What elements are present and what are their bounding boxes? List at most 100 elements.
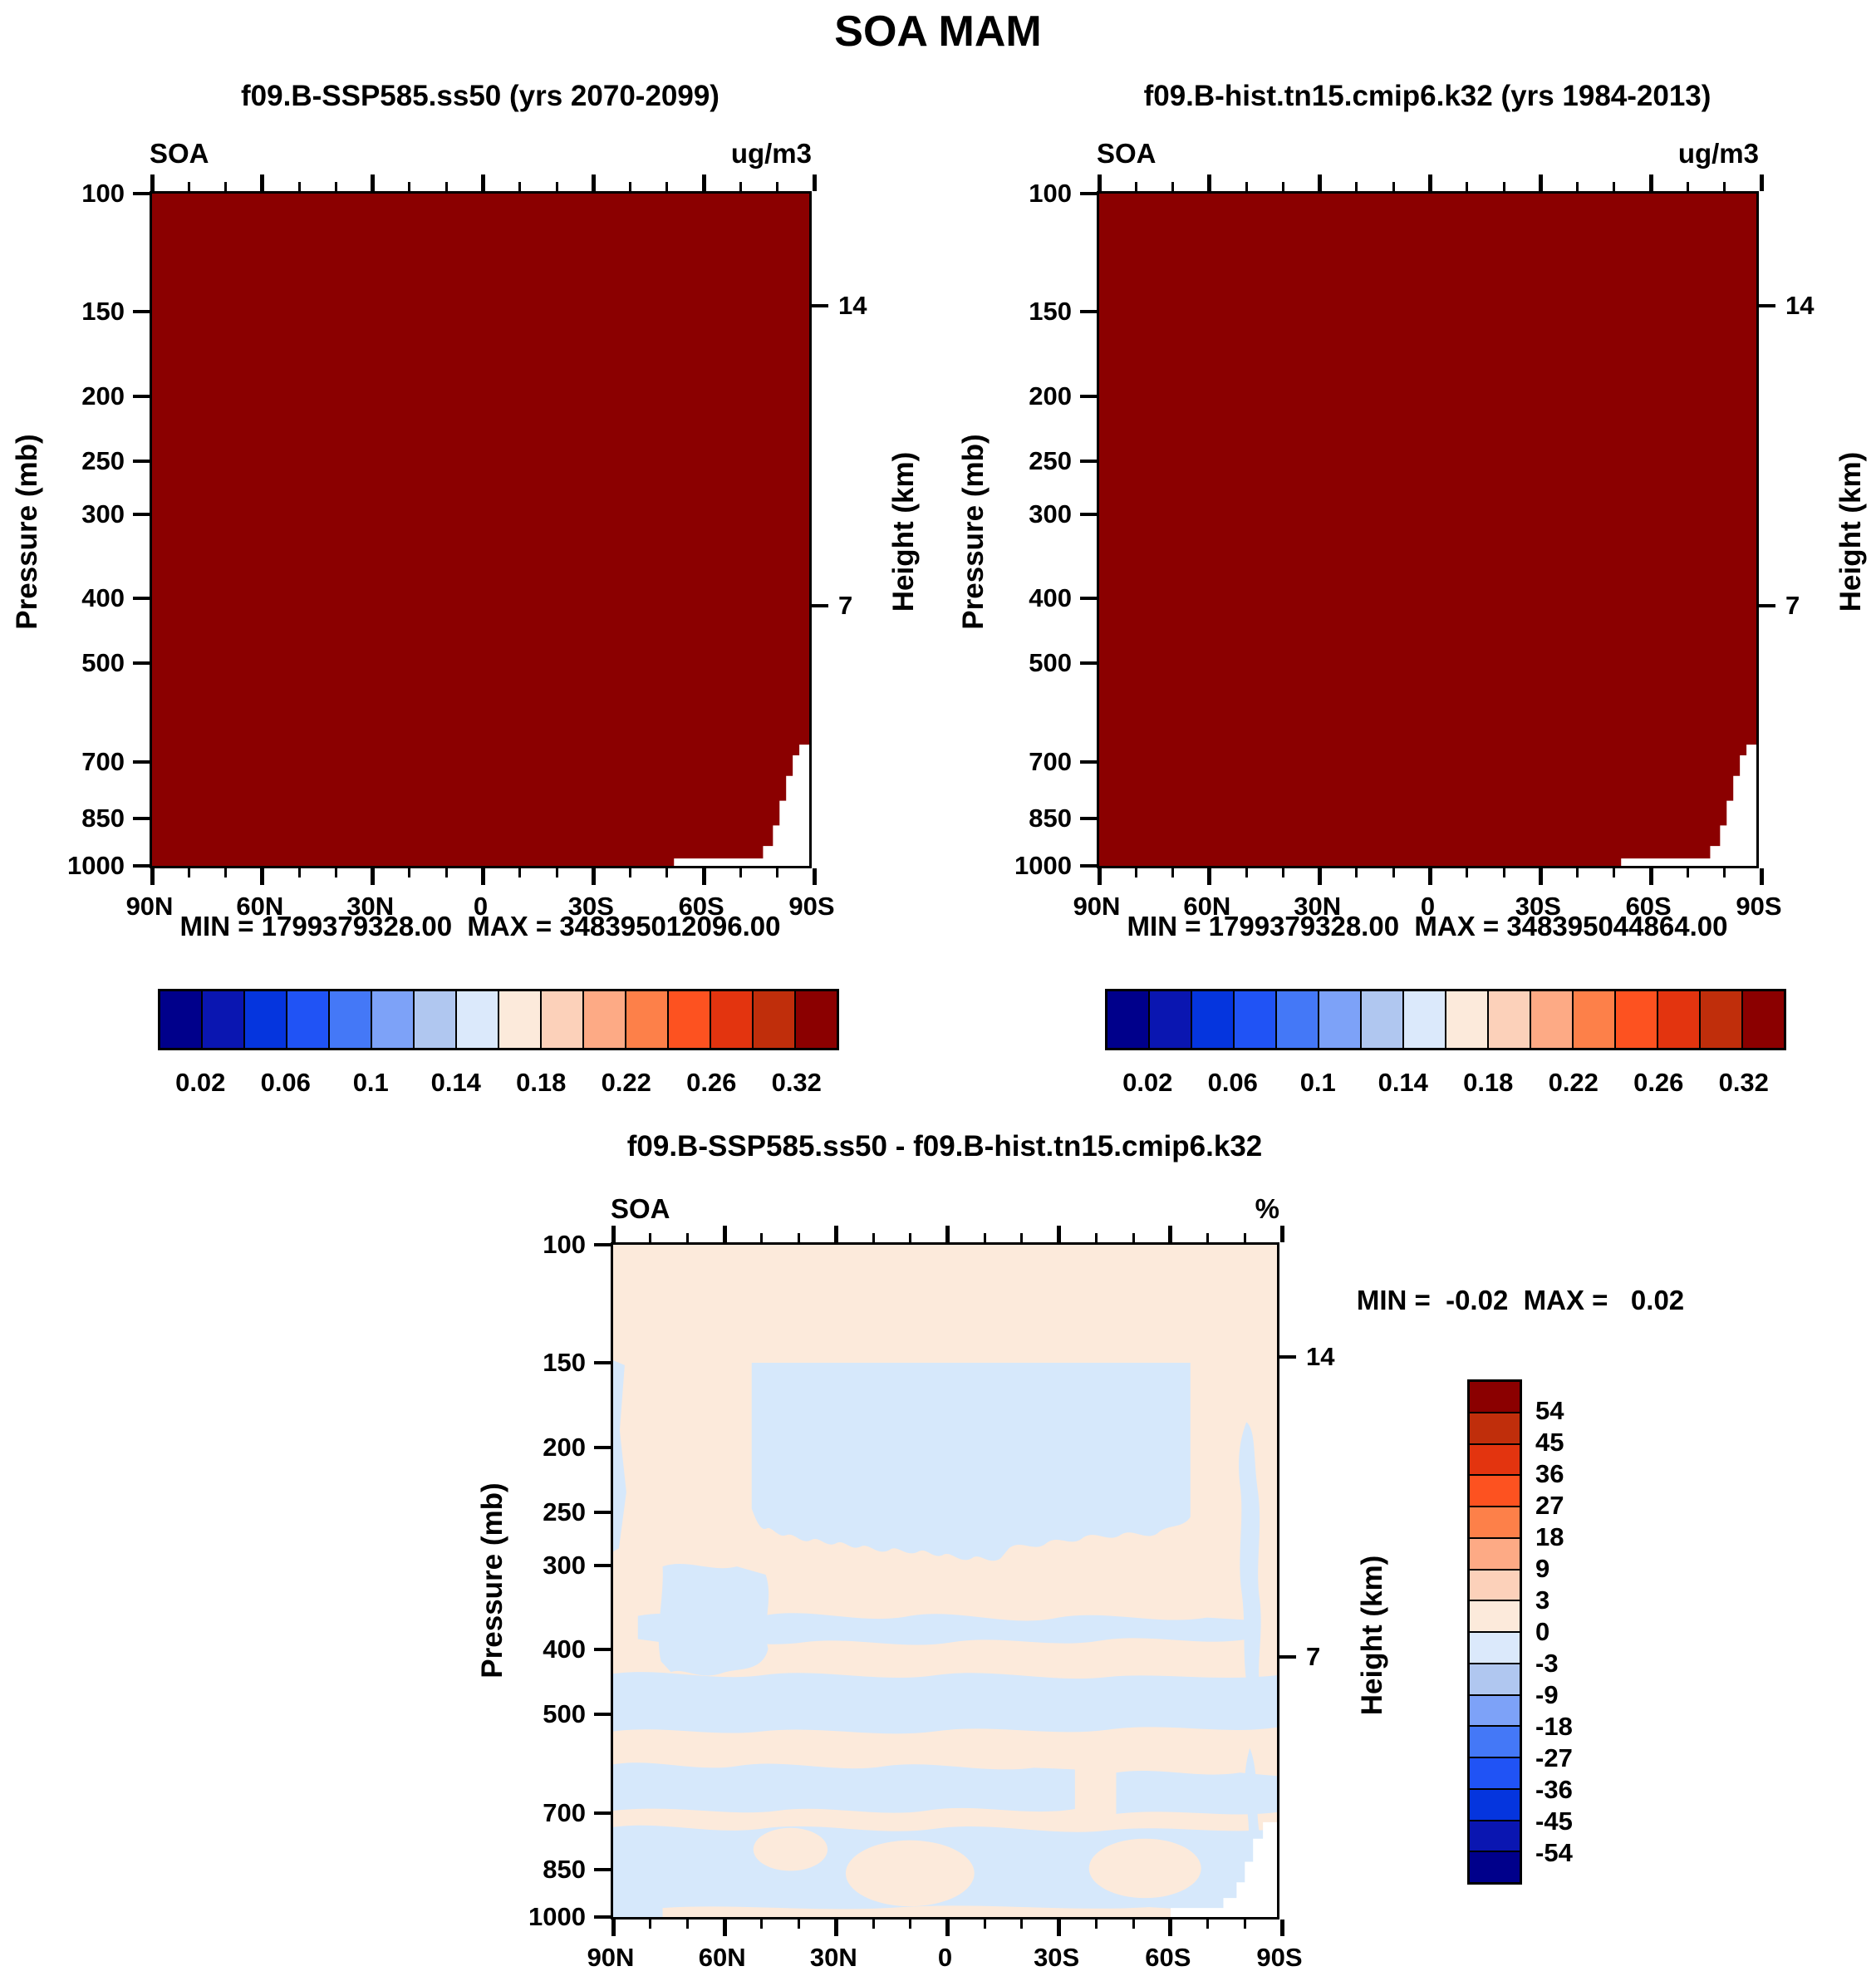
colorbar-cell [1360,991,1402,1048]
x-axis-tick [1207,868,1212,885]
pressure-tick-label: 150 [81,297,125,327]
x-axis-tick [685,1233,689,1242]
x-axis-tick [371,175,376,191]
x-axis-tick [1538,175,1543,191]
lat-tick-label: 30N [809,1943,857,1972]
colorbar-label: 0.1 [352,1068,389,1097]
colorbar-cell [1699,991,1741,1048]
colorbar-cell [1470,1600,1520,1631]
pressure-tick-label: 400 [81,583,125,613]
x-axis-tick [1723,868,1726,877]
pressure-tick-label: 850 [543,1854,586,1884]
pressure-tick [594,1867,611,1871]
x-axis-tick [798,1920,801,1929]
colorbar-cell [328,991,371,1048]
terrain-cutout-left [674,745,809,866]
pressure-tick-label: 100 [543,1230,586,1259]
x-axis-tick [1686,868,1689,877]
colorbar-cell [498,991,540,1048]
x-axis-tick [1759,175,1764,191]
x-axis-tick [591,868,596,885]
pressure-tick-label: 1000 [528,1902,586,1931]
pressure-tick [133,192,150,195]
x-axis-tick [1168,1920,1173,1936]
x-axis-tick [1243,1920,1246,1929]
x-axis-tick [798,1233,801,1242]
x-axis-tick [1279,1920,1284,1936]
pressure-tick [1080,512,1097,516]
colorbar-cell [1572,991,1614,1048]
height-tick [1279,1654,1296,1659]
x-axis-tick [983,1920,986,1929]
x-axis-tick [812,175,817,191]
colorbar-label: 0.32 [771,1068,822,1097]
colorbar-cell [160,991,201,1048]
x-axis-tick [649,1920,652,1929]
height-tick [1759,603,1775,607]
colorbar-label: 0 [1535,1617,1550,1646]
x-axis-tick [1094,1920,1098,1929]
colorbar-label: -45 [1535,1806,1573,1836]
pressure-tick-label: 300 [1029,499,1072,528]
x-axis-tick [649,1233,652,1242]
pressure-tick [133,816,150,820]
x-axis-tick [1613,182,1616,191]
colorbar-label: 0.18 [516,1068,567,1097]
x-axis-tick [555,182,558,191]
colorbar-cell [1470,1819,1520,1851]
colorbar-label: 0.26 [1633,1068,1684,1097]
colorbar-cell [243,991,286,1048]
x-axis-tick [1206,1233,1210,1242]
panel-left-minmax: MIN = 1799379328.00 MAX = 348395012096.0… [179,911,781,941]
colorbar-cell [413,991,455,1048]
x-axis-tick [1134,868,1137,877]
pressure-tick [1080,661,1097,666]
pressure-tick [1080,310,1097,314]
pressure-tick-label: 250 [543,1497,586,1526]
colorbar-cell [1470,1411,1520,1443]
colorbar-cell [667,991,710,1048]
height-tick-label: 14 [1785,291,1815,321]
lat-tick-label: 60S [678,892,724,921]
pressure-tick-label: 250 [1029,445,1072,475]
colorbar-cell [1107,991,1148,1048]
x-axis-tick [1168,1226,1173,1242]
x-axis-tick [701,175,706,191]
x-axis-tick [1057,1226,1062,1242]
pressure-axis-title-right: Pressure (mb) [957,434,990,630]
colorbar-cell [1470,1851,1520,1882]
x-axis-tick [187,182,190,191]
colorbar-cell [1470,1382,1520,1412]
x-axis-tick [1243,1233,1246,1242]
colorbar-cell [1487,991,1530,1048]
x-axis-tick [481,868,485,885]
panel-diff-title: f09.B-SSP585.ss50 - f09.B-hist.tn15.cmip… [626,1130,1263,1163]
colorbar-cell [1614,991,1657,1048]
panel-left-var-label: SOA [150,138,209,169]
colorbar-label: 18 [1535,1522,1564,1551]
x-axis-tick [1648,868,1653,885]
x-axis-tick [224,182,228,191]
colorbar-cell [1530,991,1572,1048]
pressure-tick [594,1811,611,1815]
x-axis-tick [408,182,411,191]
x-axis-tick [945,1920,950,1936]
pressure-tick-label: 150 [1029,297,1072,327]
colorbar-cell [1402,991,1445,1048]
colorbar-cell [1470,1506,1520,1537]
colorbar-cell [1318,991,1360,1048]
colorbar-cell [540,991,582,1048]
colorbar-cell [286,991,328,1048]
colorbar-label: 0.02 [175,1068,226,1097]
pressure-tick [1080,864,1097,868]
colorbar-label: -36 [1535,1775,1573,1804]
x-axis-tick [150,175,155,191]
x-axis-tick [260,868,265,885]
colorbar-cell [1470,1443,1520,1475]
colorbar-cell [1148,991,1191,1048]
lat-tick-label: 90N [1073,892,1121,921]
pressure-tick [594,1563,611,1567]
colorbar-cell [1470,1757,1520,1788]
x-axis-tick [611,1226,616,1242]
